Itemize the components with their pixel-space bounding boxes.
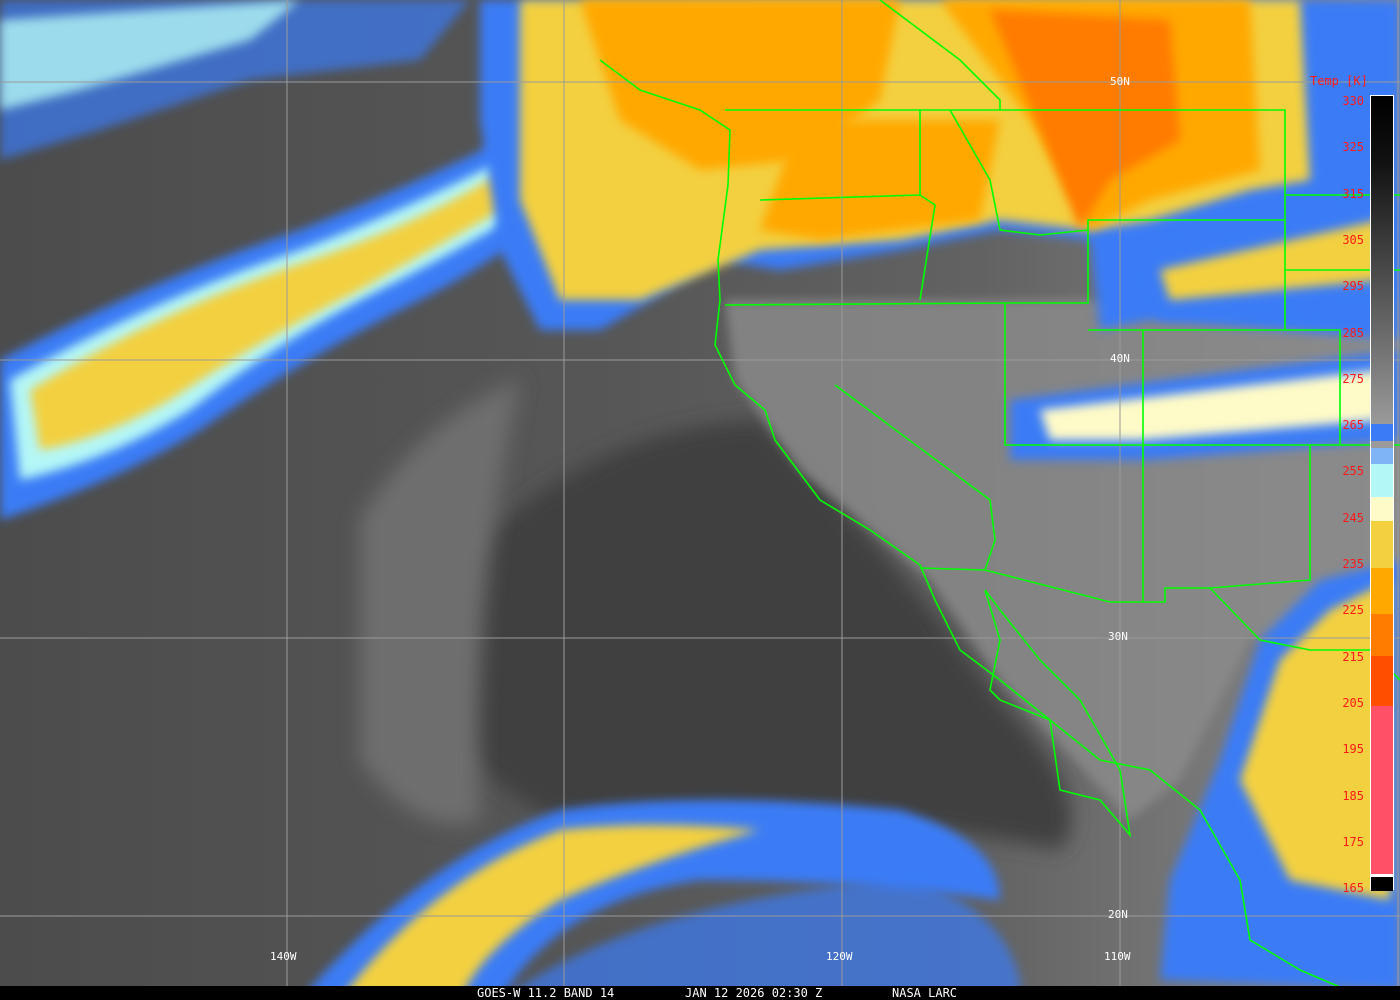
colorbar-tick-label: 165 [1342, 881, 1364, 896]
colorbar-tick-label: 315 [1342, 186, 1364, 201]
colorbar-white [1371, 874, 1393, 877]
colorbar [1370, 95, 1394, 891]
caption-bar: GOES-W 11.2 BAND 14 JAN 12 2026 02:30 Z … [0, 986, 1400, 1000]
colorbar-tick-label: 245 [1342, 510, 1364, 525]
clear-ocean [429, 420, 1072, 850]
colorbar-tick-label: 305 [1342, 232, 1364, 247]
lat-label-30n: 30N [1108, 630, 1128, 643]
colorbar-tick-label: 205 [1342, 695, 1364, 710]
lon-label-120w: 120W [826, 950, 853, 963]
caption-datetime: JAN 12 2026 02:30 Z [685, 986, 823, 1000]
colorbar-tick-label: 225 [1342, 603, 1364, 618]
colorbar-gray-gap [1371, 441, 1393, 448]
colorbar-tick-label: 185 [1342, 788, 1364, 803]
colorbar-units: Temp [K] [1310, 74, 1368, 88]
coastline [599, 59, 1371, 1000]
colorbar-tick-label: 265 [1342, 418, 1364, 433]
lat-label-20n: 20N [1108, 908, 1128, 921]
lon-label-140w: 140W [270, 950, 297, 963]
us-mexico-border [919, 567, 1400, 681]
caption-source: NASA LARC [892, 986, 958, 1000]
colorbar-tick-label: 295 [1342, 279, 1364, 294]
colorbar-dark-orange [1371, 614, 1393, 656]
political-borders [599, 0, 1400, 1000]
colorbar-yellow [1371, 521, 1393, 568]
colorbar-black [1371, 877, 1393, 891]
lon-label-110w: 110W [1104, 950, 1131, 963]
colorbar-pale-yellow [1371, 497, 1393, 521]
colorbar-tick-label: 285 [1342, 325, 1364, 340]
colorbar-tick-label: 330 [1342, 94, 1364, 108]
colorbar-tick-label: 195 [1342, 742, 1364, 757]
colorbar-tick-label: 255 [1342, 464, 1364, 479]
lat-label-50n: 50N [1110, 75, 1130, 88]
colorbar-cyan [1371, 464, 1393, 497]
colorbar-tick-label: 235 [1342, 557, 1364, 571]
state-lines [724, 109, 1400, 602]
colorbar-red-orange [1371, 656, 1393, 706]
canada-border-line [879, 0, 1001, 110]
colorbar-pink [1371, 706, 1393, 874]
colorbar-tick-label: 175 [1342, 834, 1364, 849]
stratus [360, 380, 520, 824]
colorbar-tick-label: 275 [1342, 371, 1364, 386]
colorbar-blue [1371, 424, 1393, 441]
colorbar-tick-label: 325 [1342, 140, 1364, 155]
lat-label-40n: 40N [1110, 352, 1130, 365]
colorbar-tick-label: 215 [1342, 649, 1364, 664]
colorbar-gray [1371, 96, 1393, 424]
colorbar-light-blue [1371, 448, 1393, 464]
colorbar-orange [1371, 568, 1393, 614]
caption-satellite: GOES-W 11.2 BAND 14 [477, 986, 615, 1000]
baja-california [984, 589, 1132, 838]
